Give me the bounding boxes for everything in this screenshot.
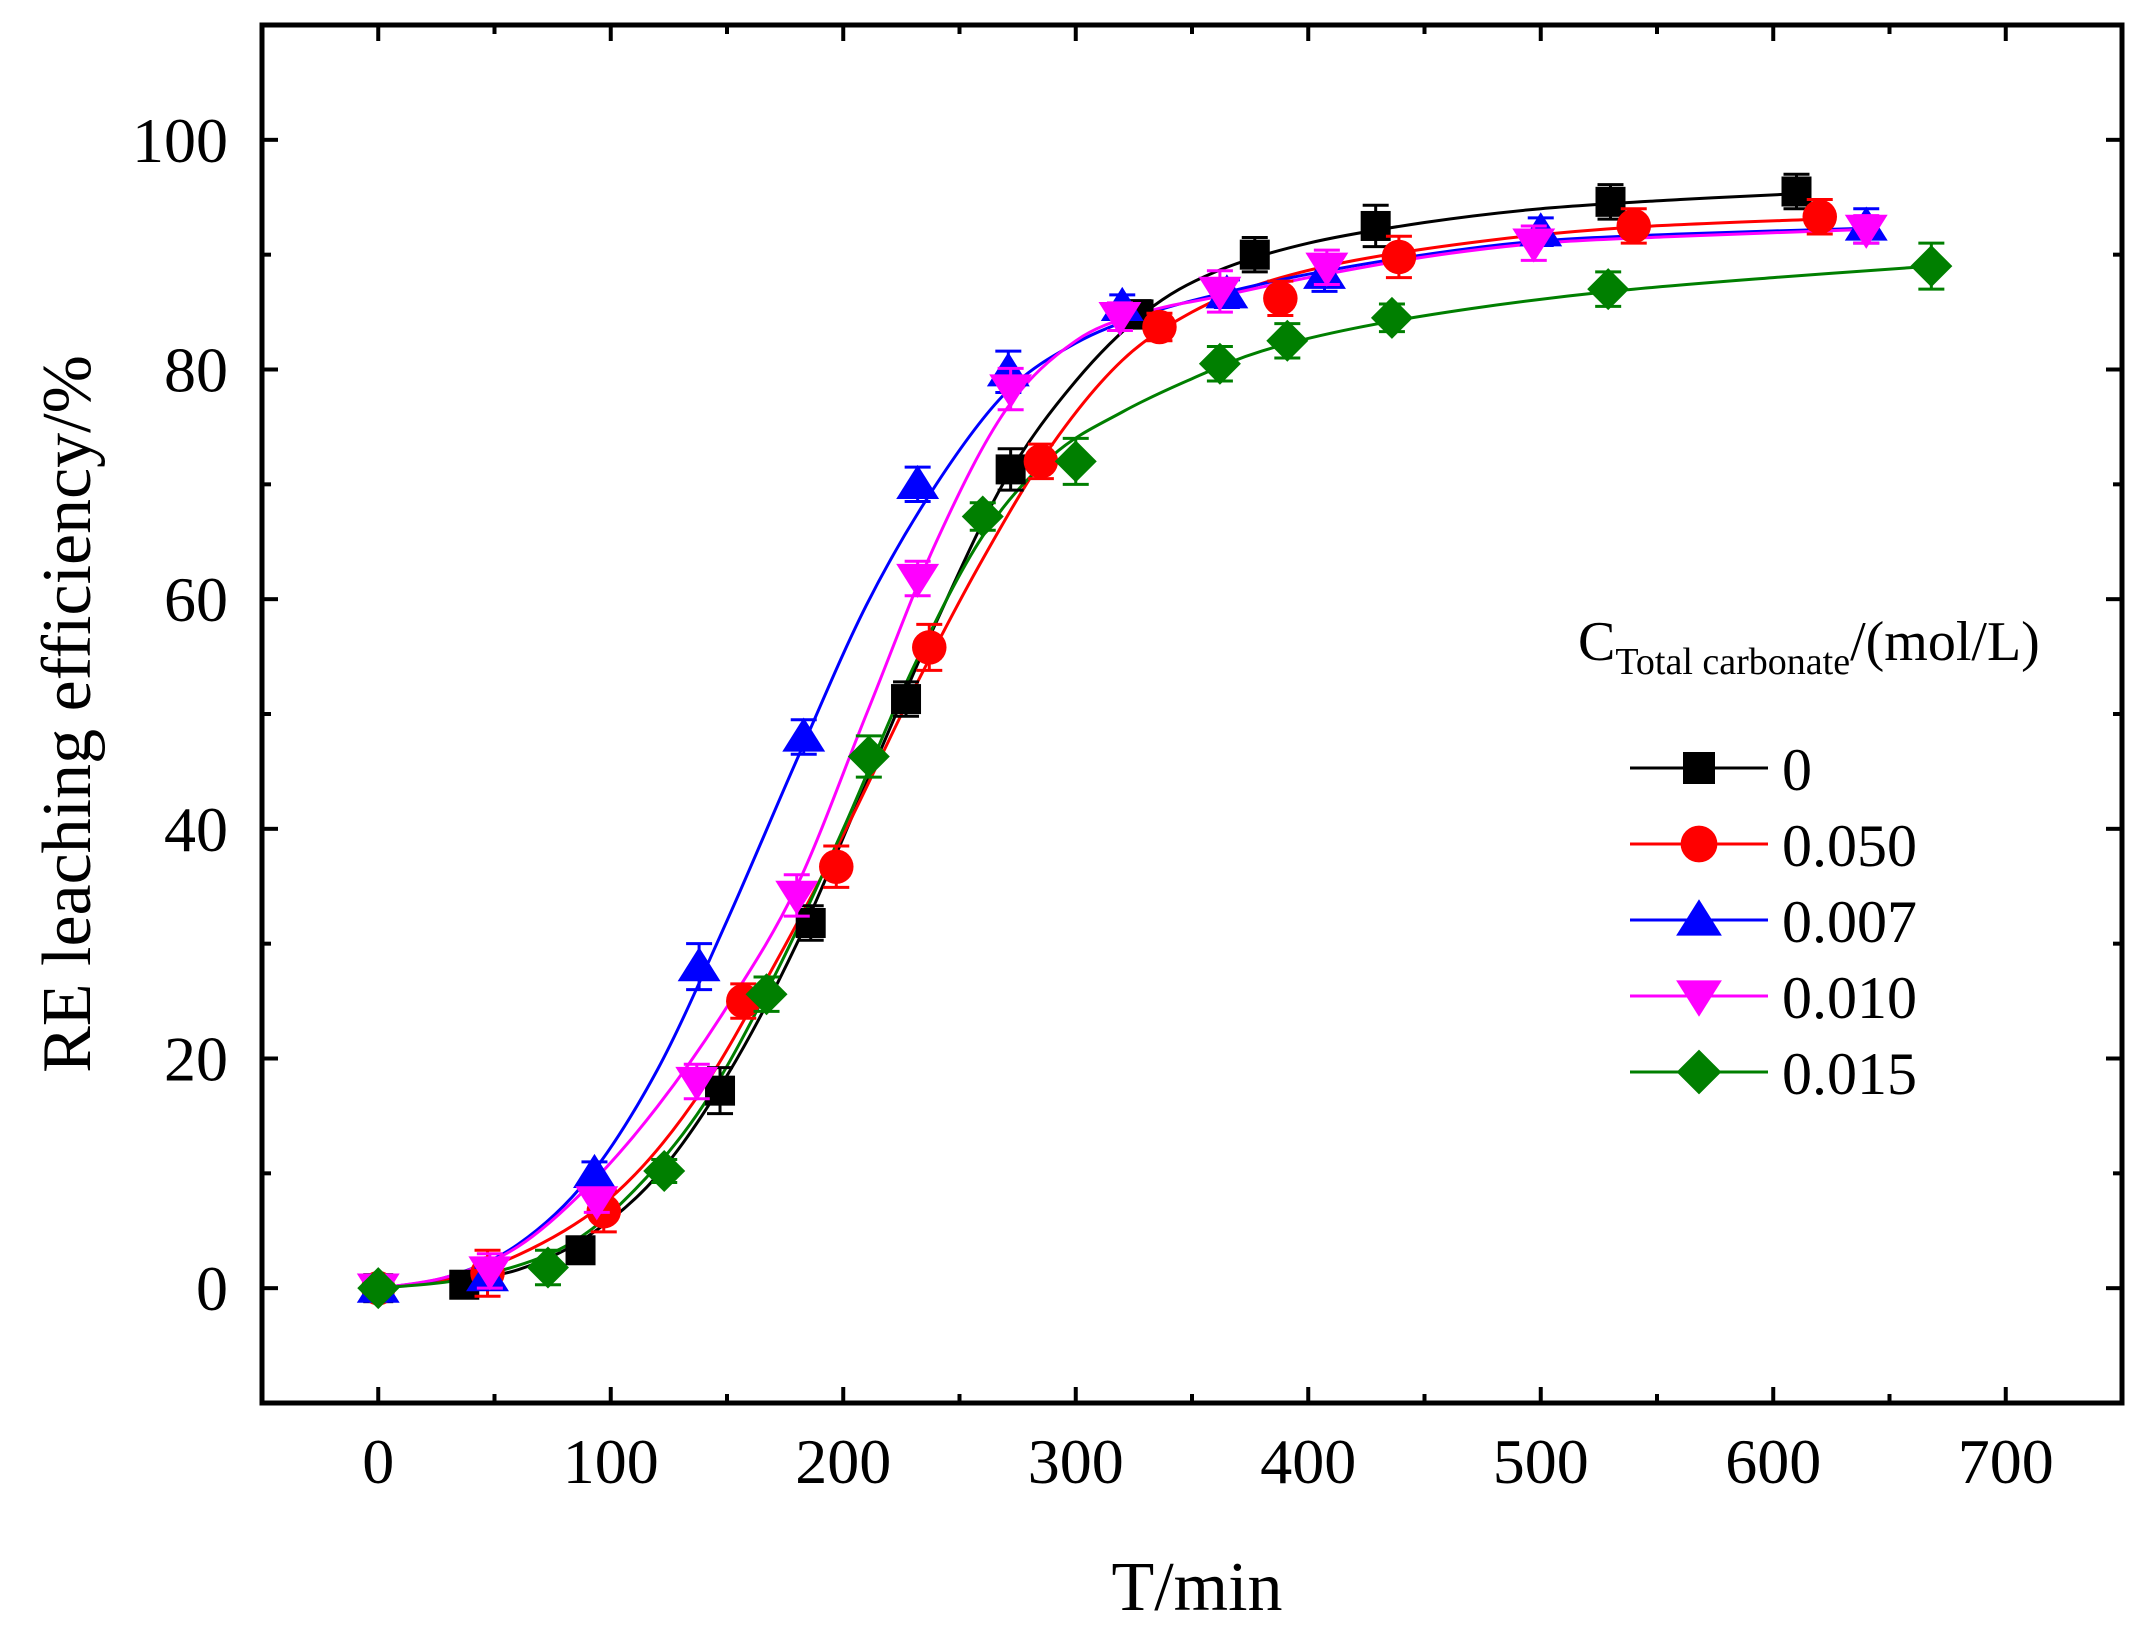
x-tick-label: 100 [563,1426,659,1497]
data-point [1587,268,1630,311]
data-point [912,630,947,665]
y-tick-label: 80 [164,335,228,406]
data-point [526,1246,569,1289]
data-point [1370,296,1413,339]
axis-ticks: 0 100 200 300 400 500 600 700 0 20 40 60 80 100 [132,23,2122,1497]
y-tick-label: 0 [196,1253,228,1324]
y-tick-label: 100 [132,105,228,176]
data-point [847,735,890,778]
legend-label: 0.010 [1782,965,1917,1031]
x-tick-label: 300 [1028,1426,1124,1497]
data-point [819,849,854,884]
legend-label: 0 [1782,737,1812,803]
x-tick-label: 600 [1725,1426,1821,1497]
data-point [1781,176,1812,207]
data-point [745,973,788,1016]
legend-label: 0.015 [1782,1041,1917,1107]
data-point [1595,186,1626,217]
data-point [357,1267,400,1310]
data-point [468,1256,512,1291]
data-point [575,1186,619,1221]
legend-title-subscript: Total carbonate [1615,641,1850,683]
legend-marker-0.010 [1676,980,1722,1017]
data-point [1616,208,1651,244]
data-markers [356,172,1953,1310]
data-point [1198,276,1242,311]
data-point [573,1153,616,1188]
data-point [782,717,826,752]
data-point [1305,252,1349,287]
y-tick-label: 40 [164,794,228,865]
data-point [677,947,721,982]
y-tick-label: 60 [164,564,228,635]
data-point [891,684,922,715]
data-point [961,495,1004,538]
data-point [896,464,940,499]
legend: CTotal carbonate/(mol/L) 0 0.050 0.007 0.01… [1578,611,2040,1107]
data-point [1844,214,1888,249]
legend-items: 0 0.050 0.007 0.010 0.015 [1630,737,1917,1107]
legend-marker-0 [1683,752,1715,784]
data-point [1142,309,1177,345]
data-point [565,1235,596,1266]
data-point [1098,302,1142,337]
fit-curve-0.050 [378,217,1820,1290]
data-point [1266,319,1309,362]
legend-marker-0.007 [1676,899,1722,936]
data-point [1263,281,1298,316]
data-point [1198,342,1241,385]
legend-title-suffix: /(mol/L) [1850,611,2040,673]
data-point [1054,440,1097,483]
data-point [675,1066,719,1101]
data-point [989,374,1033,409]
x-tick-label: 0 [362,1426,394,1497]
data-point [1360,210,1391,241]
data-point [1023,444,1059,479]
y-axis-title: RE leaching efficiency/% [29,355,106,1073]
data-point [1239,239,1270,270]
data-point [1512,228,1556,263]
x-tick-label: 700 [1958,1426,2054,1497]
data-point [1802,199,1837,235]
data-point [795,907,826,938]
data-point [1910,245,1953,288]
legend-title-main: C [1578,611,1615,673]
data-point [775,880,819,915]
legend-label: 0.007 [1782,889,1917,955]
legend-marker-0.015 [1676,1049,1722,1095]
x-tick-label: 400 [1260,1426,1356,1497]
data-point [705,1075,736,1106]
legend-title: CTotal carbonate/(mol/L) [1578,611,2040,683]
x-tick-label: 200 [795,1426,891,1497]
x-axis-title: T/min [1111,1549,1282,1626]
data-point [1381,239,1417,275]
data-point [995,454,1026,485]
legend-marker-0.050 [1680,825,1718,863]
x-tick-label: 500 [1493,1426,1589,1497]
legend-label: 0.050 [1782,813,1917,879]
y-tick-label: 20 [164,1024,228,1095]
data-point [896,563,940,598]
data-point [643,1150,686,1193]
